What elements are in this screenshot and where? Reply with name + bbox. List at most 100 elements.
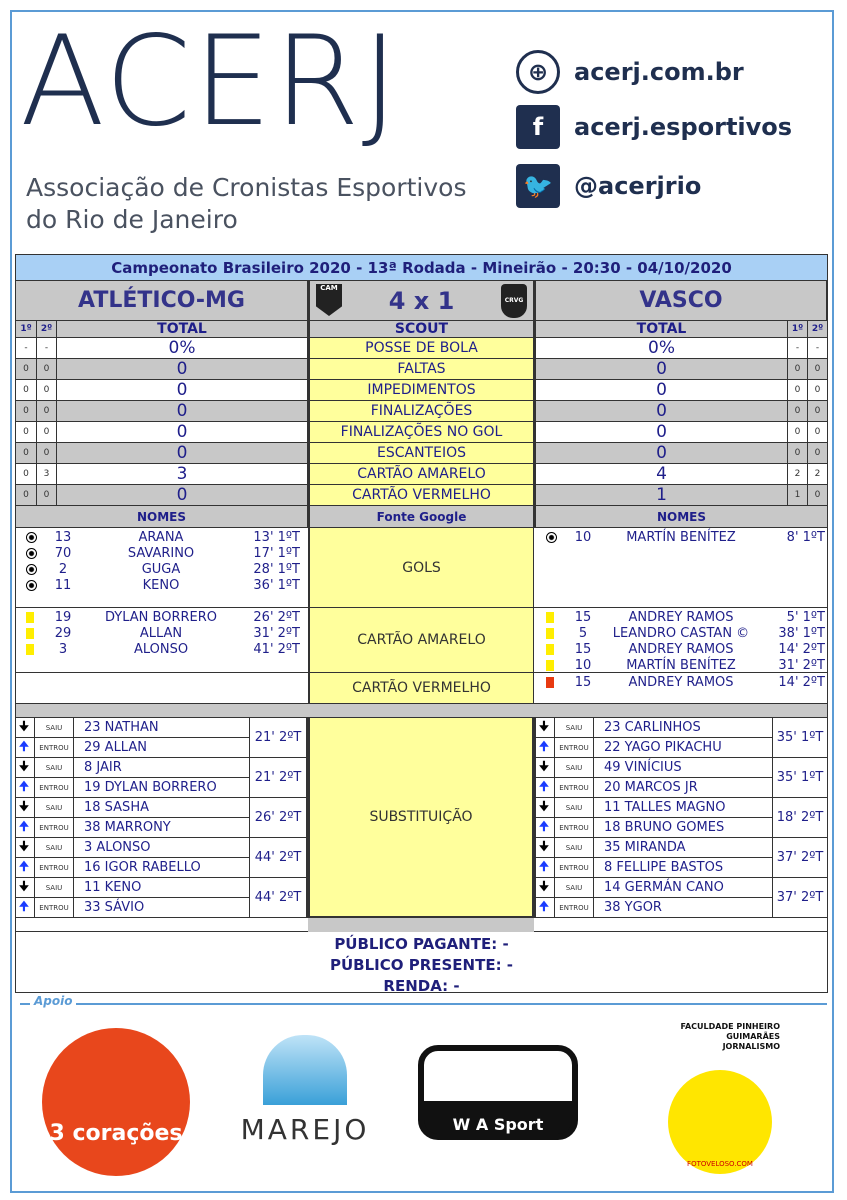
away-2nd-value: 0 — [814, 385, 821, 395]
event-item: 70 SAVARINO 17' 1ºT — [16, 546, 306, 562]
event-item: 15 ANDREY RAMOS 5' 1ºT — [536, 610, 831, 626]
facebook-text: acerj.esportivos — [574, 113, 793, 141]
away-2nd-value: 0 — [814, 364, 821, 374]
twitter-text: @acerjrio — [574, 172, 702, 200]
away-yellow-list: 15 ANDREY RAMOS 5' 1ºT 5 LEANDRO CASTAN © 38'… — [536, 608, 831, 674]
attendance: PÚBLICO PAGANTE: - PÚBLICO PRESENTE: - R… — [16, 932, 827, 995]
sub-player: 3 ALONSO — [84, 840, 151, 855]
player-number: 2 — [58, 562, 68, 577]
event-item: 10 MARTÍN BENÍTEZ 31' 2ºT — [536, 658, 831, 674]
sub-out-row: 🠋 SAIU 3 ALONSO — [16, 838, 249, 858]
income: RENDA: - — [383, 977, 460, 995]
player-number: 15 — [574, 642, 592, 657]
event-time: 38' 1ºT — [778, 626, 825, 641]
stat-label: ESCANTEIOS — [308, 443, 534, 463]
sub-in-row: 🠉 ENTROU 16 IGOR RABELLO — [16, 858, 249, 878]
arrow-down-icon: 🠋 — [539, 719, 549, 733]
soccer-ball-icon — [546, 532, 557, 543]
sub-player: 18 BRUNO GOMES — [604, 820, 725, 835]
away-substitutions: 🠋 SAIU 23 CARLINHOS 🠉 ENTROU 22 YAGO PIKACHU 3… — [534, 718, 827, 918]
website-text: acerj.com.br — [574, 58, 744, 86]
home-yellow-list: 19 DYLAN BORRERO 26' 2ºT 29 ALLAN 31' 2ºT 3 ALO… — [16, 608, 306, 672]
player-name: DYLAN BORRERO — [105, 610, 217, 625]
entrou-label: ENTROU — [34, 858, 74, 877]
event-item: 11 KENO 36' 1ºT — [16, 578, 306, 594]
sub-time: 37' 2ºT — [772, 838, 827, 878]
arrow-up-icon: 🠉 — [19, 819, 29, 833]
player-name: GUGA — [141, 562, 181, 577]
event-time: 13' 1ºT — [253, 530, 300, 545]
event-item: 19 DYLAN BORRERO 26' 2ºT — [16, 610, 306, 626]
saiu-label: SAIU — [34, 878, 74, 897]
sub-out-row: 🠋 SAIU 8 JAIR — [16, 758, 249, 778]
sub-in-row: 🠉 ENTROU 38 MARRONY — [16, 818, 249, 838]
org-line2: do Rio de Janeiro — [26, 205, 238, 234]
goals-label: GOLS — [308, 528, 534, 607]
arrow-up-icon: 🠉 — [19, 739, 29, 753]
subs-label: SUBSTITUIÇÃO — [308, 718, 534, 918]
sub-time: 26' 2ºT — [249, 798, 306, 838]
entrou-label: ENTROU — [554, 738, 594, 757]
sub-time: 21' 2ºT — [249, 758, 306, 798]
event-time: 14' 2ºT — [778, 675, 825, 690]
sub-in-row: 🠉 ENTROU 22 YAGO PIKACHU — [536, 738, 772, 758]
website-link[interactable]: ⊕ acerj.com.br — [516, 50, 744, 94]
home-2nd-value: 0 — [37, 401, 57, 421]
home-total-value: 0% — [57, 338, 308, 358]
sub-in-row: 🠉 ENTROU 20 MARCOS JR — [536, 778, 772, 798]
sub-out-row: 🠋 SAIU 11 TALLES MAGNO — [536, 798, 772, 818]
away-2nd-value: 2 — [814, 469, 821, 479]
event-item: 2 GUGA 28' 1ºT — [16, 562, 306, 578]
soccer-ball-icon — [26, 580, 37, 591]
twitter-link[interactable]: 🐦 @acerjrio — [516, 164, 701, 208]
arrow-down-icon: 🠋 — [19, 719, 29, 733]
away-1st-value: 0 — [788, 401, 808, 421]
sub-out-row: 🠋 SAIU 35 MIRANDA — [536, 838, 772, 858]
home-1st-value: 0 — [16, 380, 37, 400]
soccer-ball-icon — [26, 548, 37, 559]
arrow-down-icon: 🠋 — [19, 759, 29, 773]
sub-player: 38 MARRONY — [84, 820, 171, 835]
facebook-link[interactable]: f acerj.esportivos — [516, 105, 792, 149]
soccer-ball-icon — [26, 564, 37, 575]
sub-out-row: 🠋 SAIU 14 GERMÁN CANO — [536, 878, 772, 898]
sponsor-fpg-logo: FACULDADE PINHEIRO GUIMARÃES JORNALISMO — [680, 1022, 780, 1051]
sub-in-row: 🠉 ENTROU 29 ALLAN — [16, 738, 249, 758]
away-total-value: 0 — [534, 422, 788, 442]
event-item: 15 ANDREY RAMOS 14' 2ºT — [536, 642, 831, 658]
yellow-card-icon — [26, 644, 34, 655]
saiu-label: SAIU — [554, 798, 594, 817]
red-label: CARTÃO VERMELHO — [308, 673, 534, 703]
home-1st-header: 1º — [16, 321, 37, 337]
home-total-value: 0 — [57, 401, 308, 421]
sub-player: 35 MIRANDA — [604, 840, 686, 855]
player-name: MARTÍN BENÍTEZ — [626, 658, 736, 673]
away-1st-value: 0 — [788, 380, 808, 400]
twitter-icon: 🐦 — [516, 164, 560, 208]
player-name: ALLAN — [139, 626, 183, 641]
sub-player: 14 GERMÁN CANO — [604, 880, 724, 895]
sub-out-row: 🠋 SAIU 23 NATHAN — [16, 718, 249, 738]
saiu-label: SAIU — [34, 758, 74, 777]
sub-player: 8 FELLIPE BASTOS — [604, 860, 724, 875]
event-time: 31' 2ºT — [253, 626, 300, 641]
yellow-card-icon — [26, 612, 34, 623]
stat-row: 0 0 0 FINALIZAÇÕES 0 0 0 — [16, 401, 827, 422]
atletico-crest: CAM — [316, 284, 342, 316]
soccer-ball-icon — [26, 532, 37, 543]
sub-player: 49 VINÍCIUS — [604, 760, 682, 775]
sub-player: 11 KENO — [84, 880, 142, 895]
arrow-up-icon: 🠉 — [539, 899, 549, 913]
yellow-card-icon — [546, 612, 554, 623]
stat-label: IMPEDIMENTOS — [308, 380, 534, 400]
arrow-down-icon: 🠋 — [19, 839, 29, 853]
away-total-header: TOTAL — [534, 321, 788, 337]
event-item: 15 ANDREY RAMOS 14' 2ºT — [536, 675, 831, 691]
saiu-label: SAIU — [554, 758, 594, 777]
away-total-value: 0 — [534, 380, 788, 400]
sub-time: 35' 1ºT — [772, 718, 827, 758]
stat-row: 0 0 0 FINALIZAÇÕES NO GOL 0 0 0 — [16, 422, 827, 443]
away-total-value: 0% — [534, 338, 788, 358]
stat-label: FINALIZAÇÕES NO GOL — [308, 422, 534, 442]
sub-time: 44' 2ºT — [249, 878, 306, 918]
